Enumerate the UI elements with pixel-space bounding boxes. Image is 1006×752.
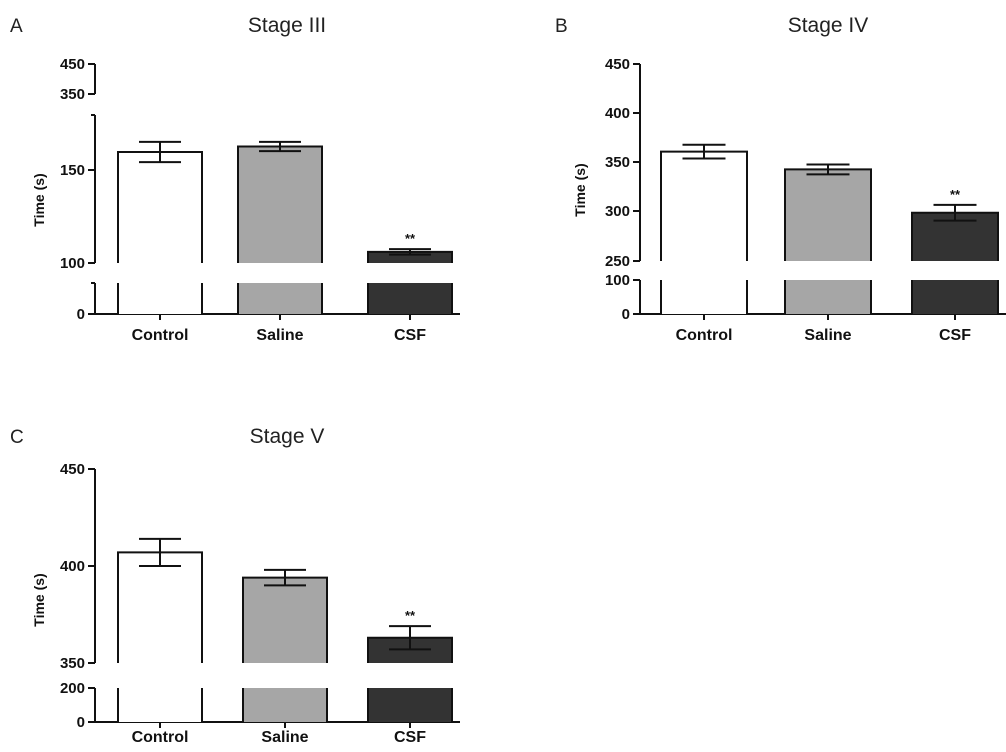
y-tick-label: 450 [605,56,630,73]
y-axis-label: Time (s) [31,173,47,226]
significance-marker: ** [950,187,961,202]
bar-saline [785,169,871,261]
y-tick-label: 0 [622,306,630,323]
panel-letter: B [555,16,568,37]
bar-csf [368,251,452,263]
bar-lower-control [118,283,202,314]
y-tick-label: 350 [605,154,630,171]
bar-lower-saline [238,283,322,314]
y-tick-label: 300 [605,203,630,220]
y-tick-label: 200 [60,680,85,697]
x-tick-label: Saline [261,729,308,746]
x-tick-label: CSF [394,729,426,746]
y-tick-label: 100 [605,272,630,289]
bar-lower-csf [368,688,452,722]
chart-panel-a: A Stage III Time (s) 0 100 150 350 450 Control Sa… [10,14,460,344]
chart-title: Stage V [250,425,325,448]
bar-lower-csf [912,280,998,314]
bar-control [118,152,202,263]
y-tick-label: 350 [60,86,85,103]
y-tick-label: 350 [60,655,85,672]
chart-title: Stage III [248,14,326,37]
bar-lower-control [118,688,202,722]
chart-panel-c: C Stage V Time (s) 0 200 350 400 450 Control Sali… [10,425,460,746]
chart-title: Stage IV [788,14,869,37]
chart-panel-b: B Stage IV Time (s) 0 100 250 300 350 400 450 Cont… [555,14,1006,344]
x-tick-label: Saline [804,327,851,344]
y-tick-label: 250 [605,253,630,270]
y-tick-label: 400 [60,558,85,575]
y-tick-label: 0 [77,306,85,323]
panel-letter: A [10,16,23,37]
panel-letter: C [10,427,24,448]
x-tick-label: CSF [939,327,971,344]
bar-lower-saline [243,688,327,722]
y-tick-label: 0 [77,714,85,731]
significance-marker: ** [405,231,416,246]
y-tick-label: 400 [605,105,630,122]
bar-control [118,552,202,663]
bar-saline [238,146,322,263]
bar-lower-control [661,280,747,314]
y-tick-label: 100 [60,255,85,272]
x-tick-label: Saline [256,327,303,344]
bar-saline [243,577,327,663]
significance-marker: ** [405,608,416,623]
x-tick-label: Control [676,327,733,344]
y-axis-label: Time (s) [31,573,47,626]
bar-lower-csf [368,283,452,314]
y-tick-label: 450 [60,56,85,73]
x-tick-label: Control [132,327,189,344]
y-tick-label: 150 [60,162,85,179]
x-tick-label: CSF [394,327,426,344]
bar-control [661,151,747,261]
y-tick-label: 450 [60,461,85,478]
y-axis-label: Time (s) [572,163,588,216]
x-tick-label: Control [132,729,189,746]
bar-lower-saline [785,280,871,314]
